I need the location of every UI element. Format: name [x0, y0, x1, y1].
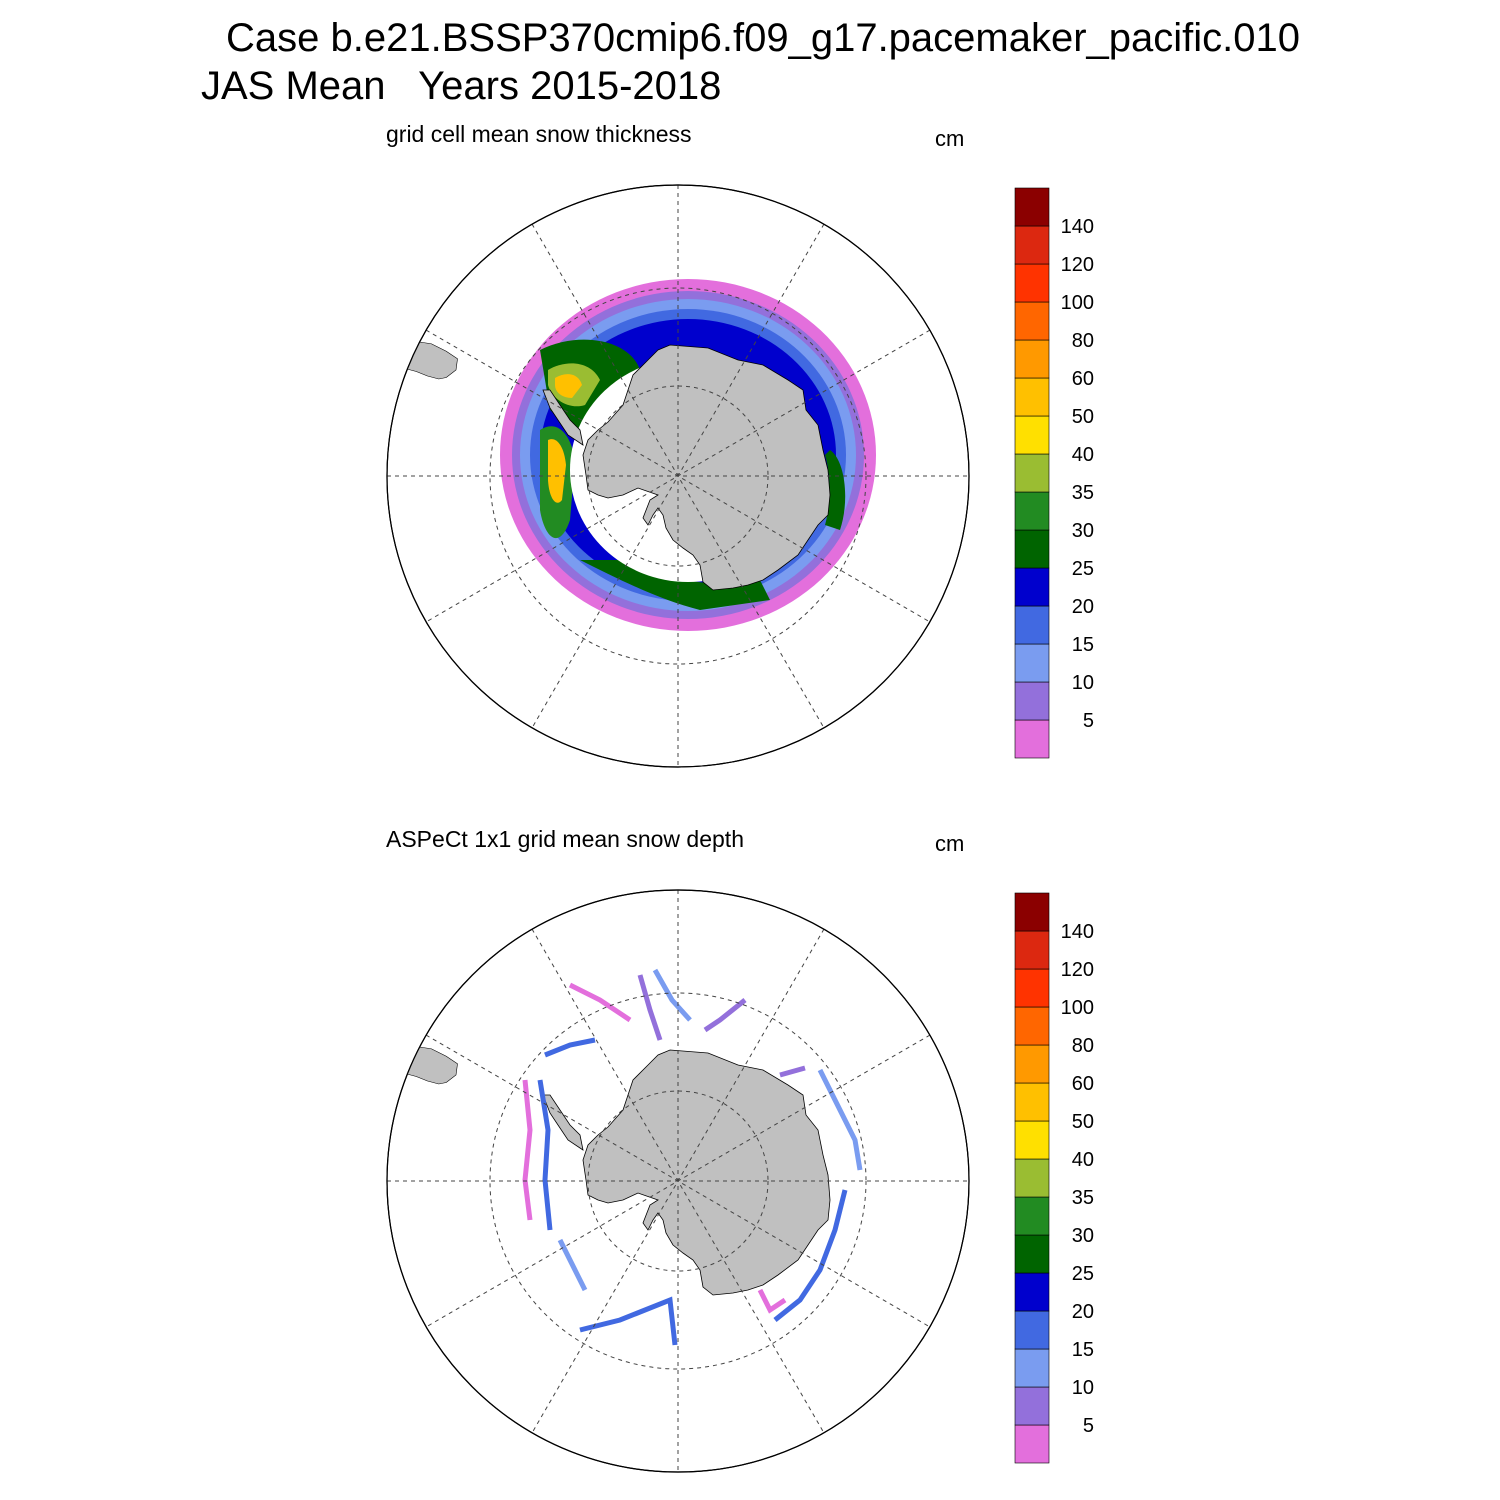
colorbar-swatch — [1014, 1044, 1050, 1084]
colorbar-tick-label: 80 — [1072, 330, 1094, 352]
colorbar-swatch — [1014, 1120, 1050, 1160]
colorbar-tick-label: 10 — [1072, 672, 1094, 694]
colorbar-swatch — [1014, 643, 1050, 683]
colorbar-tick-label: 5 — [1083, 1415, 1094, 1437]
colorbar-swatch — [1014, 1234, 1050, 1274]
colorbar-tick-label: 50 — [1072, 1111, 1094, 1133]
colorbar-tick-label: 30 — [1072, 1225, 1094, 1247]
colorbar-tick-label: 80 — [1072, 1035, 1094, 1057]
colorbar-tick-label: 15 — [1072, 634, 1094, 656]
colorbar-model: 5 10 15 20 25 30 35 40 50 60 80 100 120 140 — [1014, 187, 1094, 759]
colorbar-tick-label: 30 — [1072, 520, 1094, 542]
colorbar-swatch — [1014, 453, 1050, 493]
colorbar-tick-label: 60 — [1072, 368, 1094, 390]
colorbar-swatch — [1014, 1196, 1050, 1236]
colorbar-swatch — [1014, 1272, 1050, 1312]
map-model — [386, 184, 970, 768]
colorbar-tick-label: 25 — [1072, 558, 1094, 580]
colorbar-swatch — [1014, 1082, 1050, 1122]
colorbar-tick-label: 140 — [1061, 216, 1094, 238]
panel-title-obs: ASPeCt 1x1 grid mean snow depth — [386, 826, 744, 852]
colorbar-tick-label: 10 — [1072, 1377, 1094, 1399]
colorbar-tick-label: 50 — [1072, 406, 1094, 428]
colorbar-swatch — [1014, 567, 1050, 607]
units-label-model: cm — [935, 126, 965, 151]
colorbar-tick-label: 40 — [1072, 444, 1094, 466]
colorbar-tick-label: 120 — [1061, 959, 1094, 981]
colorbar-tick-label: 100 — [1061, 292, 1094, 314]
colorbar-swatch — [1014, 892, 1050, 932]
map-obs — [386, 889, 970, 1473]
colorbar-tick-label: 35 — [1072, 1187, 1094, 1209]
ship-track-observations — [405, 968, 863, 1346]
colorbar-swatch — [1014, 968, 1050, 1008]
colorbar-swatch — [1014, 491, 1050, 531]
colorbar-tick-label: 60 — [1072, 1073, 1094, 1095]
colorbar-tick-label: 20 — [1072, 596, 1094, 618]
colorbar-swatch — [1014, 719, 1050, 759]
colorbar-swatch — [1014, 225, 1050, 265]
colorbar-swatch — [1014, 263, 1050, 303]
sea-ice-snow-field — [405, 279, 876, 631]
colorbar-obs: 5 10 15 20 25 30 35 40 50 60 80 100 120 140 — [1014, 892, 1094, 1464]
graticule — [387, 890, 969, 1472]
units-label-obs: cm — [935, 831, 965, 856]
colorbar-swatch — [1014, 1424, 1050, 1464]
colorbar-swatch — [1014, 415, 1050, 455]
colorbar-swatch — [1014, 681, 1050, 721]
colorbar-swatch — [1014, 187, 1050, 227]
colorbar-swatch — [1014, 1310, 1050, 1350]
colorbar-swatch — [1014, 339, 1050, 379]
colorbar-swatch — [1014, 301, 1050, 341]
colorbar-swatch — [1014, 529, 1050, 569]
colorbar-tick-label: 20 — [1072, 1301, 1094, 1323]
panel-title-model: grid cell mean snow thickness — [386, 121, 692, 147]
colorbar-tick-label: 100 — [1061, 997, 1094, 1019]
colorbar-swatch — [1014, 1386, 1050, 1426]
colorbar-swatch — [1014, 1006, 1050, 1046]
colorbar-tick-label: 40 — [1072, 1149, 1094, 1171]
colorbar-tick-label: 25 — [1072, 1263, 1094, 1285]
colorbar-tick-label: 120 — [1061, 254, 1094, 276]
colorbar-swatch — [1014, 377, 1050, 417]
colorbar-swatch — [1014, 1158, 1050, 1198]
colorbar-swatch — [1014, 930, 1050, 970]
colorbar-tick-label: 5 — [1083, 710, 1094, 732]
graticule — [387, 185, 969, 767]
figure-title-case: Case b.e21.BSSP370cmip6.f09_g17.pacemake… — [226, 16, 1301, 60]
colorbar-swatch — [1014, 605, 1050, 645]
colorbar-tick-label: 15 — [1072, 1339, 1094, 1361]
colorbar-tick-label: 140 — [1061, 921, 1094, 943]
colorbar-swatch — [1014, 1348, 1050, 1388]
figure-title-period: JAS Mean Years 2015-2018 — [201, 64, 722, 108]
colorbar-tick-label: 35 — [1072, 482, 1094, 504]
